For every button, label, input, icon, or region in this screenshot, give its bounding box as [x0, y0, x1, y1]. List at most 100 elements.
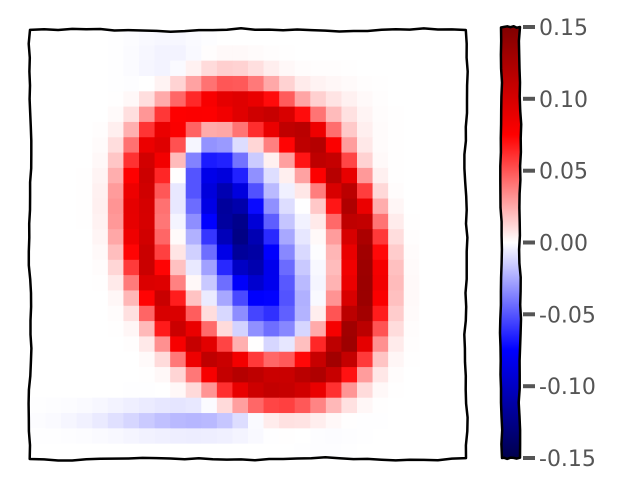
heatmap-cell — [92, 259, 109, 276]
heatmap-cell — [419, 321, 436, 338]
heatmap-cell — [216, 183, 234, 200]
heatmap-cell — [107, 321, 125, 338]
heatmap-cell — [232, 259, 249, 276]
heatmap-cell — [310, 443, 327, 460]
heatmap-cell — [248, 152, 265, 169]
heatmap-cell — [248, 45, 265, 62]
heatmap-cell — [154, 213, 171, 230]
heatmap-cell — [403, 30, 420, 46]
heatmap-cell — [185, 244, 202, 261]
heatmap-cell — [325, 198, 343, 215]
heatmap-cell — [279, 397, 296, 414]
heatmap-cell — [185, 229, 202, 246]
heatmap-cell — [248, 60, 265, 77]
heatmap-cell — [76, 198, 93, 215]
heatmap-cell — [294, 106, 311, 123]
heatmap-cell — [216, 167, 234, 184]
heatmap-cell — [372, 428, 389, 445]
heatmap-cell — [92, 60, 109, 77]
heatmap-cell — [341, 45, 358, 62]
heatmap-cell — [263, 382, 280, 399]
heatmap-cell — [123, 75, 140, 92]
heatmap-cell — [154, 121, 171, 138]
heatmap-cell — [154, 351, 171, 368]
heatmap-cell — [232, 167, 249, 184]
heatmap-cell — [216, 428, 234, 445]
heatmap-cell — [76, 167, 93, 184]
heatmap-cell — [310, 152, 327, 169]
heatmap-cell — [388, 305, 405, 322]
heatmap-cell — [357, 305, 374, 322]
heatmap-cell — [170, 152, 187, 169]
heatmap-cell — [341, 152, 358, 169]
heatmap-cell — [263, 443, 280, 460]
heatmap-cell — [357, 60, 374, 77]
heatmap-cell — [450, 321, 467, 338]
heatmap-cell — [185, 259, 202, 276]
heatmap-cell — [45, 275, 62, 292]
colorbar-tick-label: -0.05 — [539, 303, 596, 328]
heatmap-cell — [310, 167, 327, 184]
heatmap-cell — [263, 30, 280, 46]
heatmap-cell — [76, 413, 93, 429]
heatmap-cell — [248, 321, 265, 338]
heatmap-cell — [403, 213, 420, 230]
heatmap-cell — [92, 336, 109, 353]
heatmap-cell — [294, 75, 311, 92]
heatmap-cell — [325, 152, 343, 169]
heatmap-cell — [123, 183, 140, 200]
heatmap-cell — [388, 213, 405, 230]
heatmap-cell — [123, 290, 140, 307]
heatmap-cell — [325, 290, 343, 307]
heatmap-cell — [279, 183, 296, 200]
heatmap-cell — [372, 198, 389, 215]
heatmap-cell — [30, 30, 47, 46]
heatmap-cell — [450, 367, 467, 383]
heatmap-cell — [107, 152, 125, 169]
heatmap-cell — [325, 30, 343, 46]
heatmap-cell — [154, 413, 171, 429]
heatmap-cell — [372, 121, 389, 138]
heatmap-cell — [434, 75, 452, 92]
heatmap-cell — [92, 45, 109, 62]
heatmap-cell — [357, 45, 374, 62]
heatmap-cell — [201, 428, 218, 445]
heatmap-cell — [341, 336, 358, 353]
heatmap-cell — [30, 351, 47, 368]
heatmap-cell — [419, 91, 436, 108]
heatmap-cell — [76, 382, 93, 399]
heatmap-cell — [403, 229, 420, 246]
heatmap-cell — [123, 152, 140, 169]
heatmap-cell — [419, 45, 436, 62]
heatmap-cell — [107, 30, 125, 46]
heatmap-cell — [201, 336, 218, 353]
heatmap-cell — [403, 167, 420, 184]
heatmap-cell — [123, 106, 140, 123]
heatmap-cell — [434, 213, 452, 230]
heatmap-cell — [232, 275, 249, 292]
heatmap-cell — [76, 290, 93, 307]
heatmap-cell — [372, 30, 389, 46]
heatmap-cell — [61, 351, 78, 368]
heatmap-cell — [154, 275, 171, 292]
heatmap-cell — [357, 121, 374, 138]
heatmap-cell — [450, 290, 467, 307]
heatmap-cell — [388, 413, 405, 429]
heatmap-cell — [154, 382, 171, 399]
heatmap-cell — [216, 336, 234, 353]
heatmap-cell — [357, 321, 374, 338]
heatmap-cell — [154, 367, 171, 383]
heatmap-cell — [310, 351, 327, 368]
heatmap-cell — [419, 305, 436, 322]
heatmap-cell — [248, 275, 265, 292]
heatmap-cell — [216, 244, 234, 261]
heatmap-cell — [216, 321, 234, 338]
heatmap-cell — [185, 443, 202, 460]
heatmap-cell — [154, 91, 171, 108]
heatmap-cell — [263, 137, 280, 154]
heatmap-cell — [61, 183, 78, 200]
heatmap-cell — [170, 121, 187, 138]
colorbar-tick-label: -0.15 — [539, 447, 596, 472]
heatmap-cell — [263, 351, 280, 368]
heatmap-cell — [434, 290, 452, 307]
